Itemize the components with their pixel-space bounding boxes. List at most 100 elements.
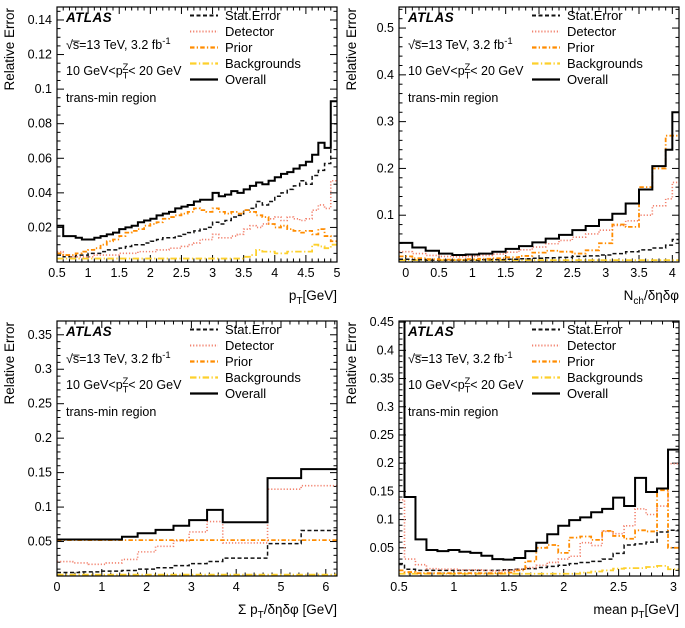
legend-item-detector: Detector <box>189 337 301 353</box>
svg-text:0.02: 0.02 <box>28 220 52 234</box>
svg-text:2.5: 2.5 <box>564 266 581 280</box>
tick-labels: 0.5 1 1.5 2 2.5 3 3.5 4 4.5 5 0.02 0.04 0.06 0.08 0.1 0… <box>28 13 341 280</box>
legend-item-stat-error: Stat.Error <box>531 7 643 23</box>
svg-text:0.06: 0.06 <box>28 151 52 165</box>
backgrounds-line-swatch <box>532 376 560 379</box>
legend-label: Overall <box>567 72 609 88</box>
y-axis-title: Relative Error <box>344 8 359 91</box>
svg-text:0.35: 0.35 <box>370 372 394 386</box>
legend-label: Overall <box>225 72 267 88</box>
panel-rel-err-vs-meanpt: 0.5 1 1.5 2 2.5 3 0.05 0.1 0.15 0.2 0.25 0.3 0.35 0.4… <box>342 314 685 628</box>
svg-text:0: 0 <box>402 266 409 280</box>
legend-label: Backgrounds <box>225 56 301 72</box>
prior-line-swatch <box>190 360 218 363</box>
svg-text:6: 6 <box>322 580 329 594</box>
panel-rel-err-vs-pt: 0.5 1 1.5 2 2.5 3 3.5 4 4.5 5 0.02 0.04 0.06 0.08 0.1 0… <box>0 0 342 314</box>
detector-line-swatch <box>190 344 218 347</box>
legend-item-overall: Overall <box>189 386 301 402</box>
region-label: trans-min region <box>408 404 499 419</box>
detector-line-swatch <box>532 30 560 33</box>
legend-item-stat-error: Stat.Error <box>189 7 301 23</box>
stat-error-line-swatch <box>190 328 218 331</box>
svg-text:2: 2 <box>560 580 567 594</box>
atlas-label: ATLAS <box>66 324 112 339</box>
y-axis-title: Relative Error <box>2 8 17 91</box>
legend-item-overall: Overall <box>189 72 301 88</box>
series-backgrounds <box>399 564 679 575</box>
legend-label: Backgrounds <box>225 370 301 386</box>
legend-label: Backgrounds <box>567 370 643 386</box>
svg-text:2: 2 <box>143 580 150 594</box>
series-overall <box>57 468 337 541</box>
series-stat <box>57 529 337 574</box>
x-axis-title: mean pT[GeV] <box>593 602 679 621</box>
svg-text:1.5: 1.5 <box>500 580 517 594</box>
tick-labels: 0.5 1 1.5 2 2.5 3 0.05 0.1 0.15 0.2 0.25 0.3 0.35 0.4… <box>370 315 677 594</box>
series-detector <box>57 179 337 258</box>
series-detector <box>399 462 679 572</box>
plot-frame <box>398 6 680 263</box>
series-stat <box>399 529 679 572</box>
legend: Stat.Error Detector Prior Backgrounds Ov… <box>189 7 301 88</box>
plot-annotations: ATLAS √s̅=13 TeV, 3.2 fb-1 10 GeV<pTZ< 2… <box>66 324 181 430</box>
legend-item-backgrounds: Backgrounds <box>189 56 301 72</box>
ptz-range-label: 10 GeV<pTZ< 20 GeV <box>66 61 182 82</box>
svg-text:0.25: 0.25 <box>370 428 394 442</box>
svg-text:0.12: 0.12 <box>28 48 52 62</box>
series-prior <box>399 134 679 261</box>
svg-text:2: 2 <box>536 266 543 280</box>
legend-item-prior: Prior <box>531 39 643 55</box>
stat-error-line-swatch <box>532 14 560 17</box>
svg-text:5: 5 <box>278 580 285 594</box>
sqrt-s-lumi-label: √s̅=13 TeV, 3.2 fb-1 <box>408 349 513 366</box>
legend-item-stat-error: Stat.Error <box>531 321 643 337</box>
legend: Stat.Error Detector Prior Backgrounds Ov… <box>189 321 301 402</box>
prior-line-swatch <box>532 46 560 49</box>
legend-item-prior: Prior <box>189 353 301 369</box>
svg-text:0.08: 0.08 <box>28 117 52 131</box>
ptz-range-label: 10 GeV<pTZ< 20 GeV <box>408 375 524 396</box>
svg-text:1.5: 1.5 <box>111 266 128 280</box>
legend: Stat.Error Detector Prior Backgrounds Ov… <box>531 321 643 402</box>
legend-label: Prior <box>225 353 253 369</box>
svg-text:5: 5 <box>334 266 341 280</box>
sqrt-s-lumi-label: √s̅=13 TeV, 3.2 fb-1 <box>66 35 171 52</box>
svg-text:0.2: 0.2 <box>377 456 394 470</box>
legend-label: Detector <box>567 337 617 353</box>
svg-text:0.3: 0.3 <box>35 362 52 376</box>
svg-text:0.14: 0.14 <box>28 13 52 27</box>
svg-text:0.1: 0.1 <box>377 513 394 527</box>
svg-text:1.5: 1.5 <box>497 266 514 280</box>
series-backgrounds <box>57 243 337 260</box>
sqrt-s-lumi-label: √s̅=13 TeV, 3.2 fb-1 <box>408 35 513 52</box>
svg-text:3: 3 <box>209 266 216 280</box>
plot-annotations: ATLAS √s̅=13 TeV, 3.2 fb-1 10 GeV<pTZ< 2… <box>408 10 524 116</box>
legend-item-detector: Detector <box>531 337 643 353</box>
x-axis-title: Nch/δηδφ <box>624 288 680 307</box>
legend-label: Overall <box>567 386 609 402</box>
svg-text:2.5: 2.5 <box>610 580 627 594</box>
svg-text:0.5: 0.5 <box>430 266 447 280</box>
chart-rel-err-vs-sumpt: 0 1 2 3 4 5 6 0.05 0.1 0.15 0.2 0.25 0.3 0.35 Σ pT/δηδ… <box>2 320 338 621</box>
sqrt-s-lumi-label: √s̅=13 TeV, 3.2 fb-1 <box>66 349 171 366</box>
svg-text:0.15: 0.15 <box>370 484 394 498</box>
legend-label: Stat.Error <box>567 321 623 337</box>
tick-labels: 0 1 2 3 4 5 6 0.05 0.1 0.15 0.2 0.25 0.3 0.35 <box>28 328 330 594</box>
plot-annotations: ATLAS √s̅=13 TeV, 3.2 fb-1 10 GeV<pTZ< 2… <box>66 10 182 116</box>
svg-text:0.5: 0.5 <box>48 266 65 280</box>
svg-text:0.1: 0.1 <box>35 500 52 514</box>
plot-frame <box>56 6 338 263</box>
series-overall <box>399 111 679 256</box>
svg-text:0.15: 0.15 <box>28 466 52 480</box>
y-axis-title: Relative Error <box>344 322 359 405</box>
legend-label: Backgrounds <box>567 56 643 72</box>
series-overall <box>403 321 679 561</box>
svg-text:1: 1 <box>85 266 92 280</box>
backgrounds-line-swatch <box>190 376 218 379</box>
legend-item-backgrounds: Backgrounds <box>189 370 301 386</box>
ptz-range-label: 10 GeV<pTZ< 20 GeV <box>408 61 524 82</box>
svg-text:0.1: 0.1 <box>35 82 52 96</box>
detector-line-swatch <box>532 344 560 347</box>
legend-item-stat-error: Stat.Error <box>189 321 301 337</box>
